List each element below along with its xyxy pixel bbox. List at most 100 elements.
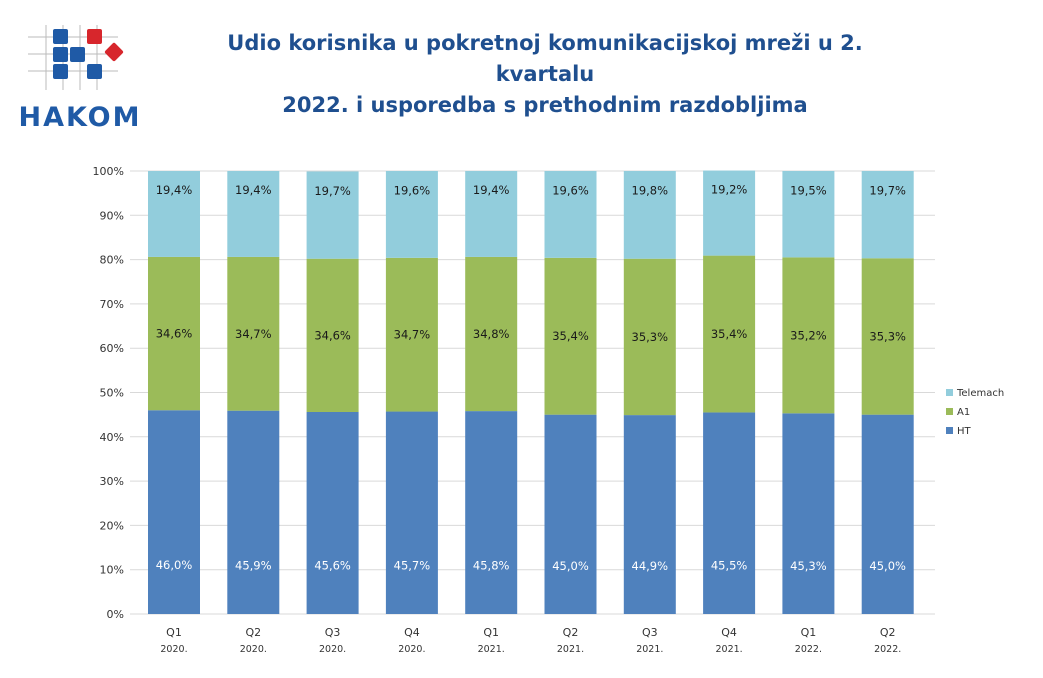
data-label: 19,5% [790,183,827,197]
data-label: 19,7% [314,184,351,198]
x-tick-year: 2020. [160,644,187,655]
data-label: 19,8% [632,184,669,198]
x-tick-year: 2020. [319,644,346,655]
bar-segment-ht [227,410,280,614]
bar-segment-telemach [227,171,280,257]
data-label: 35,3% [869,329,906,343]
x-tick-quarter: Q4 [721,626,737,639]
data-label: 45,8% [473,558,510,572]
data-label: 35,4% [552,329,589,343]
bar-segment-telemach [465,171,518,257]
x-tick-year: 2021. [557,644,584,655]
x-tick-quarter: Q1 [166,626,182,639]
data-label: 44,9% [632,559,669,573]
data-label: 45,0% [869,559,906,573]
data-label: 45,0% [552,559,589,573]
data-label: 34,7% [235,327,272,341]
bar-segment-telemach [306,171,359,259]
y-tick-label: 20% [100,519,124,532]
data-label: 35,4% [711,327,748,341]
y-tick-label: 10% [100,564,124,577]
y-tick-label: 80% [100,254,124,267]
bar-segment-ht [623,415,676,614]
x-tick-year: 2022. [795,644,822,655]
data-label: 19,6% [394,183,431,197]
legend-swatch [946,427,953,434]
x-tick-quarter: Q2 [245,626,261,639]
x-tick-year: 2021. [478,644,505,655]
y-tick-label: 0% [107,608,124,621]
x-tick-year: 2021. [636,644,663,655]
x-tick-year: 2020. [240,644,267,655]
y-tick-label: 30% [100,475,124,488]
legend-swatch [946,389,953,396]
bar-segment-ht [544,414,597,614]
data-label: 45,7% [394,558,431,572]
data-label: 34,6% [156,327,193,341]
bar-segment-ht [782,413,835,614]
x-tick-quarter: Q1 [801,626,817,639]
bar-segment-telemach [861,171,914,259]
legend-label: HT [957,426,972,437]
x-tick-quarter: Q1 [483,626,499,639]
x-tick-quarter: Q3 [325,626,341,639]
data-label: 45,3% [790,559,827,573]
bar-segment-a1 [861,258,914,415]
x-tick-year: 2020. [398,644,425,655]
data-label: 34,8% [473,327,510,341]
data-label: 45,6% [314,559,351,573]
title-line-2: 2022. i usporedba s prethodnim razdoblji… [282,93,808,117]
x-tick-quarter: Q2 [880,626,896,639]
bar-segment-ht [385,411,438,614]
y-tick-label: 50% [100,387,124,400]
data-label: 35,3% [632,330,669,344]
data-label: 19,4% [156,183,193,197]
y-tick-label: 70% [100,298,124,311]
bar-segment-a1 [148,256,200,411]
y-tick-label: 40% [100,431,124,444]
x-tick-quarter: Q3 [642,626,658,639]
bar-segment-a1 [227,256,280,411]
y-tick-label: 90% [100,209,124,222]
svg-text:HAKOM: HAKOM [18,102,141,130]
bar-segment-ht [861,414,914,614]
x-tick-year: 2021. [715,644,742,655]
data-label: 19,4% [235,183,272,197]
chart-title: Udio korisnika u pokretnoj komunikacijsk… [200,28,890,121]
bar-segment-a1 [385,257,438,412]
bar-segment-ht [148,410,200,614]
bar-segment-telemach [782,171,835,258]
x-tick-quarter: Q4 [404,626,420,639]
title-line-1: Udio korisnika u pokretnoj komunikacijsk… [227,31,863,86]
legend-swatch [946,408,953,415]
bar-segment-a1 [544,257,597,415]
data-label: 35,2% [790,328,827,342]
data-label: 19,4% [473,183,510,197]
bar-segment-telemach [544,171,597,258]
bar-segment-telemach [148,171,200,257]
x-tick-year: 2022. [874,644,901,655]
bar-segment-telemach [623,171,676,259]
hakom-logo: HAKOM [18,25,141,130]
bar-segment-telemach [385,171,438,258]
data-label: 34,6% [314,328,351,342]
bar-segment-a1 [623,258,676,416]
data-label: 19,6% [552,183,589,197]
bar-segment-a1 [465,256,518,412]
x-tick-quarter: Q2 [563,626,579,639]
data-label: 45,5% [711,559,748,573]
data-label: 46,0% [156,558,193,572]
data-label: 34,7% [394,328,431,342]
bar-segment-a1 [306,258,359,412]
y-tick-label: 60% [100,342,124,355]
bar-segment-ht [465,411,518,614]
legend-label: Telemach [956,388,1004,399]
y-tick-label: 100% [93,165,124,178]
data-label: 19,7% [869,184,906,198]
bar-segment-a1 [703,255,756,413]
data-label: 45,9% [235,558,272,572]
bar-segment-ht [306,411,359,614]
data-label: 19,2% [711,183,748,197]
bar-segment-a1 [782,257,835,414]
